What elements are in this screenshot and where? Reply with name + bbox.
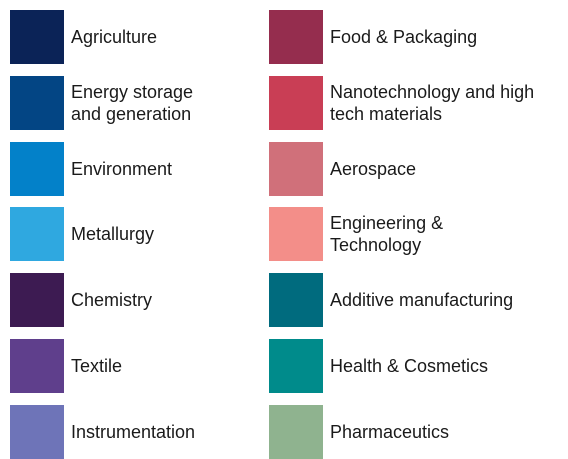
legend-item: Textile <box>10 339 122 393</box>
swatch <box>269 10 323 64</box>
legend-item: Chemistry <box>10 273 153 328</box>
swatch <box>269 273 323 328</box>
legend-label: Instrumentation <box>71 421 196 442</box>
swatch <box>10 75 64 130</box>
legend-label: Engineering & Technology <box>330 213 444 256</box>
swatch <box>10 404 64 459</box>
legend-item: Additive manufacturing <box>269 273 514 328</box>
swatch <box>10 141 64 196</box>
legend-item: Instrumentation <box>10 404 196 459</box>
legend-label: Environment <box>71 158 173 179</box>
swatch <box>10 207 64 262</box>
swatch <box>269 404 323 459</box>
legend-label: Chemistry <box>71 290 153 311</box>
swatch <box>269 141 323 196</box>
legend-label: Health & Cosmetics <box>330 356 489 376</box>
legend-item: Food & Packaging <box>269 10 477 64</box>
legend-item: Pharmaceutics <box>269 404 450 459</box>
swatch <box>10 273 64 328</box>
legend-item: Environment <box>10 141 173 196</box>
legend-label: Nanotechnology and high tech materials <box>330 81 535 124</box>
swatch <box>269 339 323 393</box>
legend-label: Agriculture <box>71 27 158 47</box>
legend-label: Food & Packaging <box>330 27 478 47</box>
swatch <box>269 75 323 130</box>
legend-label: Pharmaceutics <box>330 421 450 442</box>
legend-item: Nanotechnology and high tech materials <box>269 75 535 130</box>
legend-label: Textile <box>71 356 123 376</box>
legend-label: Metallurgy <box>71 224 155 245</box>
legend-label: Additive manufacturing <box>330 290 514 311</box>
swatch <box>269 207 323 262</box>
legend-item: Health & Cosmetics <box>269 339 488 393</box>
legend-label: Energy storage and generation <box>71 81 194 124</box>
swatch <box>10 10 64 64</box>
legend-item: Engineering & Technology <box>269 207 444 262</box>
legend-item: Metallurgy <box>10 207 155 262</box>
legend-label: Aerospace <box>330 158 417 179</box>
legend-item: Agriculture <box>10 10 157 64</box>
swatch <box>10 339 64 393</box>
legend-item: Aerospace <box>269 141 417 196</box>
legend-item: Energy storage and generation <box>10 75 194 130</box>
